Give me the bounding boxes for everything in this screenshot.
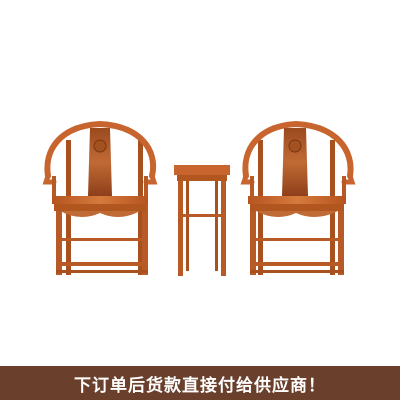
side-table [174, 165, 230, 276]
left-armchair [42, 120, 158, 275]
right-armchair [240, 120, 356, 275]
banner-text: 下订单后货款直接付给供应商！ [74, 375, 326, 396]
product-photo [42, 120, 356, 276]
bottom-banner: 下订单后货款直接付给供应商！ [0, 366, 400, 400]
